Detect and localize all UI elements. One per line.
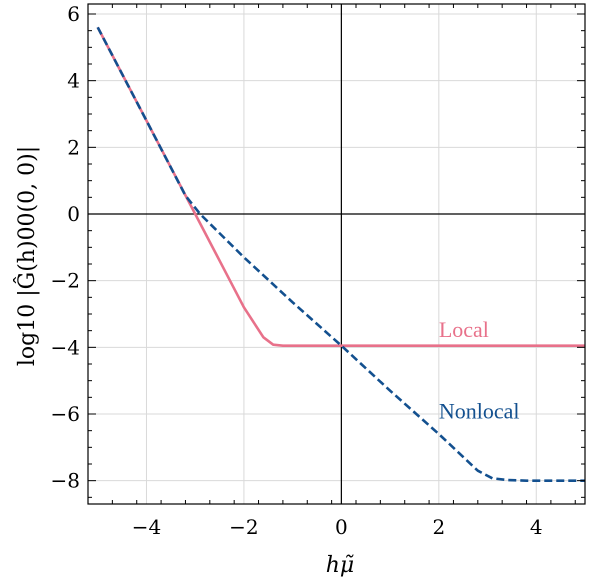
x-tick-label: −2	[229, 515, 258, 539]
y-tick-label: 2	[67, 135, 80, 159]
series-line-nonlocal	[96, 26, 585, 482]
annotation-local: Local	[439, 317, 489, 342]
y-tick-label: −6	[51, 402, 80, 426]
grid-lines	[88, 4, 585, 504]
y-tick-label: 0	[67, 202, 80, 226]
x-axis-label: hμ̃	[326, 553, 354, 578]
y-axis-label: log10 |Ĝ(h)00(0, 0)|	[13, 146, 40, 366]
zero-axis-lines	[88, 4, 585, 504]
x-tick-label: −4	[132, 515, 161, 539]
y-tick-labels: 6 4 2 0 −2 −4 −6 −8	[51, 2, 80, 493]
x-tick-label: 4	[530, 515, 543, 539]
y-tick-label: −4	[51, 335, 80, 359]
series-layer	[96, 26, 585, 482]
y-tick-label: −2	[51, 269, 80, 293]
plot-frame	[87, 3, 586, 505]
annotation-nonlocal: Nonlocal	[439, 399, 520, 424]
x-tick-label: 0	[335, 515, 348, 539]
tick-marks	[87, 4, 585, 504]
x-tick-label: 2	[432, 515, 445, 539]
x-tick-labels: −4 −2 0 2 4	[132, 515, 543, 539]
y-tick-label: 4	[67, 69, 80, 93]
y-tick-label: −8	[51, 469, 80, 493]
annotations: Local Nonlocal	[439, 317, 520, 424]
series-line-local	[96, 26, 585, 347]
y-tick-label: 6	[67, 2, 80, 26]
